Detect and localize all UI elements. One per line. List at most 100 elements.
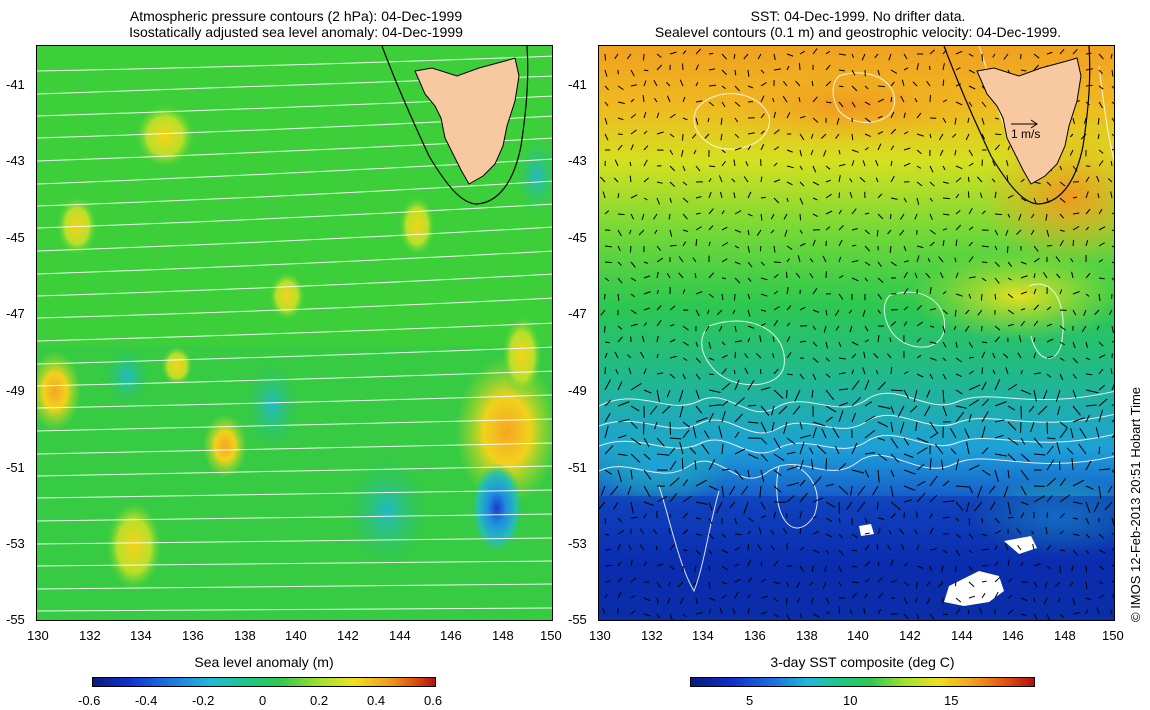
velocity-arrow — [770, 213, 775, 220]
velocity-arrow — [617, 517, 623, 523]
velocity-arrow — [1007, 469, 1010, 479]
velocity-arrow — [694, 273, 697, 279]
velocity-arrow — [929, 287, 932, 295]
velocity-arrow — [825, 357, 830, 362]
velocity-arrow — [1046, 565, 1051, 570]
velocity-arrow — [630, 516, 638, 519]
velocity-arrow — [604, 69, 608, 77]
velocity-arrow — [643, 389, 652, 394]
velocity-arrow — [1085, 597, 1092, 601]
velocity-arrow — [994, 419, 1005, 423]
velocity-arrow — [721, 258, 728, 263]
velocity-arrow — [903, 197, 907, 203]
velocity-arrow — [964, 428, 970, 439]
velocity-arrow — [923, 405, 931, 417]
velocity-arrow — [1059, 460, 1061, 471]
velocity-arrow — [695, 501, 708, 505]
velocity-arrow — [1046, 445, 1054, 455]
velocity-arrow — [929, 565, 932, 572]
velocity-arrow — [747, 261, 753, 268]
imos-credit: © IMOS 12-Feb-2013 20:51 Hobart Time — [1128, 386, 1143, 622]
velocity-arrow — [799, 115, 806, 119]
velocity-arrow — [682, 613, 687, 618]
left-title-line2: Isostatically adjusted sea level anomaly… — [129, 24, 463, 40]
velocity-arrow — [1111, 517, 1114, 525]
velocity-arrow — [1030, 421, 1035, 433]
left-x-tick: 148 — [492, 628, 514, 643]
velocity-arrow — [666, 597, 671, 604]
velocity-arrow — [1085, 208, 1091, 215]
velocity-arrow — [1006, 160, 1009, 167]
velocity-arrow — [643, 485, 651, 498]
sst-velocity-map[interactable]: 1 m/s — [598, 45, 1115, 621]
sea-level-anomaly-map[interactable] — [36, 45, 553, 621]
velocity-arrow — [916, 544, 920, 551]
velocity-arrow — [773, 560, 779, 567]
velocity-arrow — [747, 101, 754, 103]
velocity-arrow — [967, 609, 970, 615]
velocity-arrow — [1059, 530, 1064, 535]
velocity-arrow — [877, 608, 882, 615]
velocity-arrow — [838, 53, 846, 56]
velocity-arrow — [942, 405, 948, 417]
velocity-arrow — [1085, 226, 1090, 231]
velocity-arrow — [680, 597, 684, 604]
velocity-arrow — [838, 192, 840, 199]
velocity-arrow — [968, 485, 974, 494]
velocity-arrow — [914, 98, 918, 103]
velocity-arrow — [981, 517, 983, 523]
velocity-arrow — [811, 389, 814, 398]
velocity-arrow — [721, 400, 729, 407]
velocity-arrow — [604, 341, 610, 344]
velocity-arrow — [967, 191, 970, 199]
velocity-arrow — [955, 272, 959, 279]
velocity-arrow — [914, 529, 918, 535]
velocity-arrow — [771, 421, 775, 432]
velocity-arrow — [630, 501, 634, 515]
velocity-arrow — [656, 353, 659, 359]
velocity-arrow — [812, 476, 822, 487]
velocity-arrow — [743, 53, 749, 60]
velocity-arrow — [825, 611, 830, 615]
velocity-arrow — [695, 533, 702, 536]
velocity-arrow — [630, 595, 636, 599]
velocity-arrow — [823, 149, 827, 157]
velocity-arrow — [1046, 437, 1056, 440]
velocity-arrow — [617, 213, 625, 216]
velocity-arrow — [772, 353, 775, 359]
velocity-arrow — [617, 85, 624, 91]
velocity-arrow — [809, 581, 814, 586]
velocity-arrow — [617, 261, 622, 266]
velocity-arrow — [929, 325, 935, 328]
velocity-arrow — [610, 485, 619, 496]
velocity-arrow — [954, 581, 957, 587]
velocity-arrow — [1095, 427, 1100, 439]
right-colorbar-tick: 5 — [746, 693, 754, 708]
velocity-arrow — [916, 581, 918, 589]
velocity-arrow — [1072, 49, 1078, 55]
velocity-arrow — [721, 69, 727, 75]
velocity-arrow — [890, 453, 900, 463]
velocity-arrow — [708, 533, 715, 540]
velocity-arrow — [981, 245, 989, 248]
velocity-arrow — [838, 462, 847, 471]
velocity-arrow — [825, 501, 836, 508]
velocity-arrow — [864, 245, 871, 252]
velocity-arrow — [656, 597, 659, 604]
velocity-arrow — [795, 581, 801, 589]
velocity-arrow — [1059, 197, 1066, 203]
velocity-arrow — [786, 495, 795, 503]
velocity-arrow — [773, 162, 778, 167]
velocity-arrow — [669, 181, 676, 187]
velocity-arrow — [903, 245, 907, 252]
velocity-arrow — [1085, 414, 1090, 423]
velocity-arrow — [643, 111, 647, 119]
right-x-tick: 140 — [847, 628, 869, 643]
velocity-arrow — [708, 165, 716, 168]
velocity-arrow — [1007, 309, 1015, 315]
velocity-arrow — [1056, 273, 1061, 279]
velocity-arrow — [689, 447, 697, 455]
velocity-arrow — [630, 144, 634, 151]
velocity-arrow — [1007, 516, 1014, 519]
velocity-arrow — [1020, 421, 1022, 433]
